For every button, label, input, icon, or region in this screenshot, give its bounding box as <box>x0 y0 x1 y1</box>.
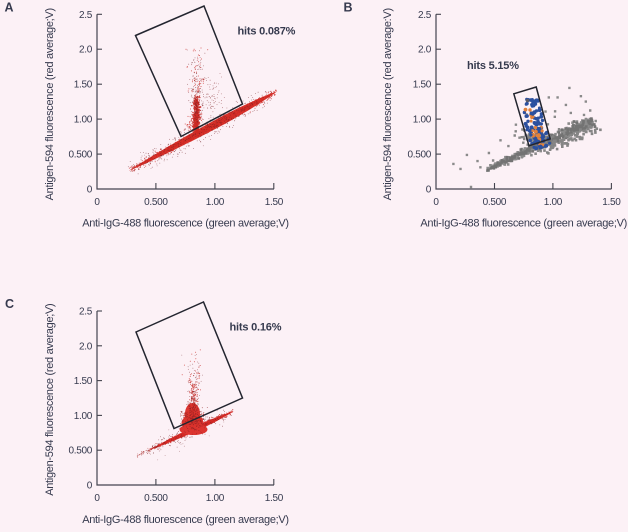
svg-text:1.50: 1.50 <box>265 197 284 208</box>
svg-text:Anti-IgG-488 fluorescence (gre: Anti-IgG-488 fluorescence (green average… <box>82 514 289 526</box>
svg-text:B: B <box>344 1 353 15</box>
svg-text:2.5: 2.5 <box>418 10 432 21</box>
svg-text:1.50: 1.50 <box>74 80 93 91</box>
svg-text:Antigen-594 fluorescence (red: Antigen-594 fluorescence (red average:V) <box>382 8 394 200</box>
svg-text:0: 0 <box>426 185 432 196</box>
svg-text:1.00: 1.00 <box>413 115 432 126</box>
svg-text:1.00: 1.00 <box>74 411 93 422</box>
svg-text:hits 0.087%: hits 0.087% <box>238 26 296 38</box>
svg-text:1.00: 1.00 <box>74 115 93 126</box>
svg-text:hits 0.16%: hits 0.16% <box>230 322 282 334</box>
svg-text:2.5: 2.5 <box>79 307 93 318</box>
svg-text:1.50: 1.50 <box>74 376 93 387</box>
svg-text:1.00: 1.00 <box>206 493 225 504</box>
svg-text:0: 0 <box>94 197 100 208</box>
svg-text:0.500: 0.500 <box>68 446 92 457</box>
svg-text:A: A <box>5 1 14 15</box>
svg-text:Antigen-594 fluorescence (red: Antigen-594 fluorescence (red average;V) <box>44 8 56 200</box>
svg-text:hits 5.15%: hits 5.15% <box>467 60 519 72</box>
svg-text:0: 0 <box>433 197 439 208</box>
svg-text:1.00: 1.00 <box>206 197 225 208</box>
svg-text:0.500: 0.500 <box>483 197 507 208</box>
svg-text:0: 0 <box>87 481 93 492</box>
svg-text:1.00: 1.00 <box>544 197 563 208</box>
svg-text:1.50: 1.50 <box>602 197 621 208</box>
svg-text:Antigen-594 fluorescence (red: Antigen-594 fluorescence (red average;V) <box>44 304 56 496</box>
svg-text:0.500: 0.500 <box>144 197 168 208</box>
svg-text:2.0: 2.0 <box>79 45 93 56</box>
svg-text:0.500: 0.500 <box>68 150 92 161</box>
svg-text:Anti-IgG-488 fluorescence (gre: Anti-IgG-488 fluorescence (green average… <box>82 218 289 230</box>
svg-text:0.500: 0.500 <box>407 150 431 161</box>
svg-text:0: 0 <box>87 185 93 196</box>
svg-text:2.5: 2.5 <box>79 10 93 21</box>
svg-text:C: C <box>5 297 14 311</box>
svg-text:2.0: 2.0 <box>79 341 93 352</box>
svg-text:Anti-IgG-488 fluorescence (gre: Anti-IgG-488 fluorescence (green average… <box>420 218 627 230</box>
svg-text:0.500: 0.500 <box>144 493 168 504</box>
svg-text:1.50: 1.50 <box>413 80 432 91</box>
svg-text:1.50: 1.50 <box>265 493 284 504</box>
svg-text:0: 0 <box>94 493 100 504</box>
svg-text:2.0: 2.0 <box>418 45 432 56</box>
